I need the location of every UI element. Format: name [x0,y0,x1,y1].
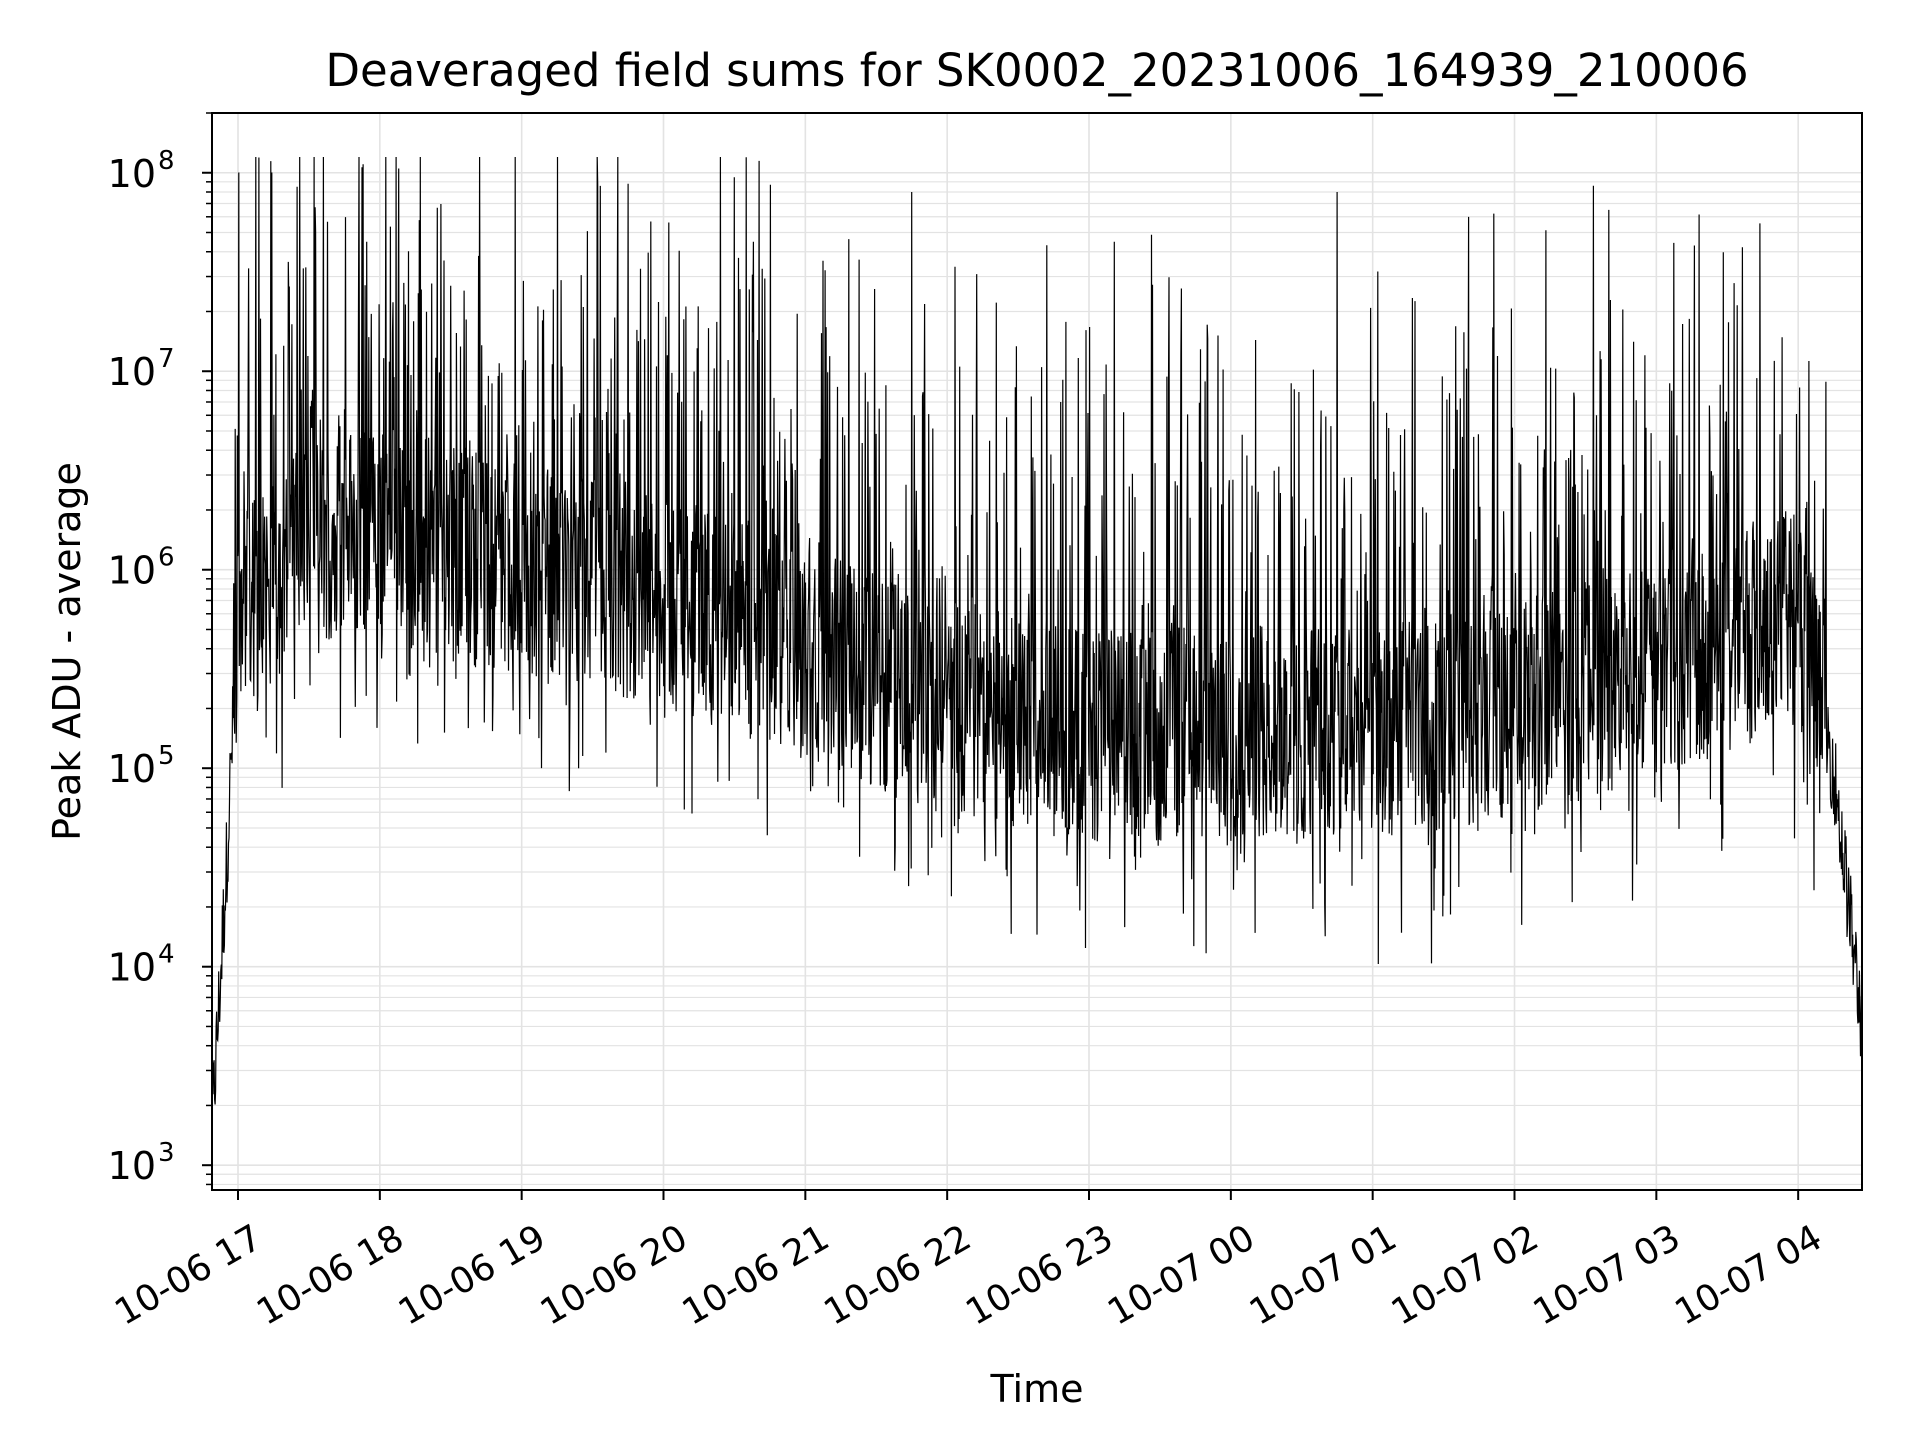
plot-frame [211,112,1863,1191]
y-tick-exponent: 3 [158,1138,175,1168]
chart-title: Deaveraged field sums for SK0002_2023100… [325,44,1748,97]
y-tick-base: 10 [108,946,156,990]
x-axis-label: Time [990,1367,1084,1411]
y-tick-base: 10 [108,1144,156,1188]
y-axis-label: Peak ADU - average [45,462,89,841]
y-tick-exponent: 5 [158,741,175,771]
y-tick-exponent: 7 [158,344,175,374]
y-tick-base: 10 [108,549,156,593]
series-line [211,156,1863,1150]
y-tick-exponent: 8 [158,146,175,176]
grid-lines [212,112,1862,1190]
y-tick-exponent: 6 [158,543,175,573]
y-tick-base: 10 [108,747,156,791]
y-tick-base: 10 [108,152,156,196]
y-tick-exponent: 4 [158,940,175,970]
y-tick-base: 10 [108,350,156,394]
series-layer [211,156,1863,1150]
